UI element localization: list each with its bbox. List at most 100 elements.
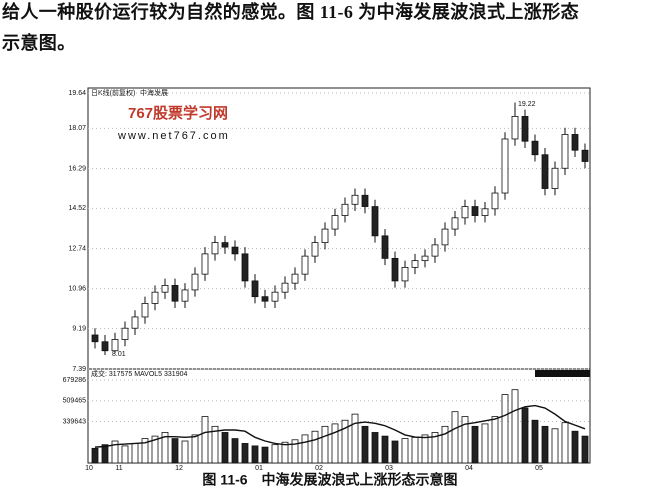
volume-bar <box>581 435 589 464</box>
candle-body <box>401 266 409 282</box>
candle-body <box>461 206 469 219</box>
volume-bar <box>241 443 249 464</box>
candle-body <box>311 242 319 257</box>
watermark: 767股票学习网 <box>128 104 228 122</box>
candle-body <box>501 138 509 194</box>
volume-tick-label: 339643 <box>63 418 86 425</box>
volume-bar <box>151 435 159 464</box>
volume-bar <box>191 434 199 464</box>
candle-body <box>231 246 239 255</box>
candle-body <box>241 253 249 282</box>
candle-body <box>381 235 389 259</box>
y-tick-label: 18.07 <box>68 125 86 132</box>
header-bar <box>535 370 590 377</box>
candle-body <box>471 206 479 216</box>
volume-bar <box>361 425 369 464</box>
price-header: 日K线(前复权) <box>91 88 135 97</box>
volume-bar <box>341 419 349 464</box>
candle-body <box>361 194 369 207</box>
volume-bar <box>521 407 529 464</box>
volume-bar <box>541 425 549 464</box>
volume-bar <box>211 425 219 464</box>
paragraph-line: 给人一种股价运行较为自然的感觉。图 11-6 为中海发展波浪式上涨形态 <box>2 1 579 22</box>
x-tick-label: 04 <box>465 465 473 472</box>
volume-bar <box>131 443 139 464</box>
candle-body <box>271 291 279 302</box>
watermark: www.net767.com <box>117 130 230 142</box>
volume-bar <box>91 447 99 464</box>
candle-body <box>531 140 539 156</box>
candle-body <box>171 285 179 302</box>
candle-body <box>221 242 229 248</box>
candle-body <box>371 206 379 237</box>
candle-body <box>101 341 109 352</box>
volume-bar <box>101 444 109 464</box>
volume-bar <box>351 413 359 464</box>
candle-body <box>321 228 329 244</box>
x-tick-label: 10 <box>85 465 93 472</box>
candle-body <box>201 253 209 275</box>
volume-bar <box>171 438 179 464</box>
volume-bar <box>111 440 119 464</box>
y-tick-label: 19.64 <box>68 90 86 97</box>
volume-bar <box>571 430 579 464</box>
paragraph-line: 示意图。 <box>2 32 76 53</box>
candle-body <box>161 285 169 293</box>
caption: 图 11-6 中海发展波浪式上涨形态示意图 <box>202 472 457 488</box>
volume-bar <box>411 436 419 464</box>
annotation: 8.01 <box>112 351 126 358</box>
volume-bar <box>491 416 499 464</box>
chart-frame <box>87 87 591 464</box>
volume-bar <box>511 389 519 464</box>
volume-bar <box>321 425 329 464</box>
annotation: 19.22 <box>518 101 536 108</box>
candle-body <box>111 339 119 352</box>
candle-body <box>121 327 129 340</box>
candle-body <box>441 228 449 246</box>
volume-bar <box>391 440 399 464</box>
x-tick-label: 01 <box>255 465 263 472</box>
candle-body <box>301 255 309 275</box>
volume-bar <box>221 432 229 464</box>
candle-body <box>481 208 489 216</box>
candle-body <box>561 134 569 169</box>
volume-bar <box>481 423 489 464</box>
price-header: 中海发展 <box>140 88 168 97</box>
y-tick-label: 7.39 <box>72 366 86 373</box>
candle-body <box>571 134 579 151</box>
x-tick-label: 05 <box>535 465 543 472</box>
candle-body <box>151 291 159 304</box>
candle-body <box>411 260 419 268</box>
y-tick-label: 9.19 <box>72 325 86 332</box>
candle-body <box>581 149 589 162</box>
volume-bar <box>331 423 339 464</box>
candle-body <box>511 116 519 140</box>
volume-bar <box>291 439 299 464</box>
candle-body <box>331 215 339 230</box>
x-tick-label: 11 <box>115 465 122 472</box>
volume-tick-label: 679286 <box>63 377 86 384</box>
volume-bar <box>461 416 469 464</box>
volume-bar <box>451 411 459 464</box>
candle-body <box>421 255 429 262</box>
volume-bar <box>471 425 479 464</box>
volume-bar <box>301 434 309 464</box>
volume-bar <box>251 445 259 464</box>
volume-bar <box>551 428 559 464</box>
candle-body <box>341 203 349 216</box>
candle-body <box>131 316 139 329</box>
candle-body <box>451 217 459 230</box>
candle-body <box>431 244 439 257</box>
candle-body <box>251 280 259 298</box>
candle-body <box>181 289 189 302</box>
volume-bar <box>271 444 279 464</box>
volume-bar <box>121 445 129 464</box>
volume-bar <box>401 438 409 464</box>
volume-bar <box>441 425 449 464</box>
y-tick-label: 16.29 <box>68 165 86 172</box>
volume-bar <box>141 438 149 464</box>
volume-bar <box>421 434 429 464</box>
candle-body <box>91 334 99 343</box>
volume-bar <box>311 430 319 464</box>
